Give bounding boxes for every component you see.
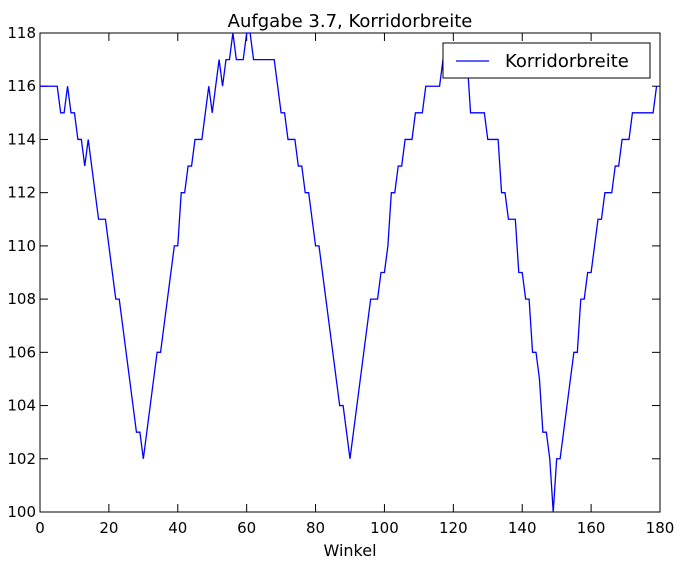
- series-line-korridorbreite: [40, 32, 658, 513]
- x-axis-label: Winkel: [323, 541, 376, 560]
- y-tick-label: 108: [7, 290, 36, 308]
- x-tick-label: 20: [99, 519, 118, 537]
- y-tick-label: 116: [7, 77, 36, 95]
- y-tick-label: 118: [7, 24, 36, 42]
- legend-label: Korridorbreite: [505, 51, 629, 72]
- series-layer: [40, 32, 658, 513]
- x-tick-label: 80: [306, 519, 325, 537]
- y-tick-label: 112: [7, 184, 36, 202]
- x-tick-label: 140: [508, 519, 537, 537]
- legend: Korridorbreite: [442, 42, 651, 79]
- x-tick-label: 180: [646, 519, 675, 537]
- x-tick-label: 60: [237, 519, 256, 537]
- y-tick-label: 110: [7, 237, 36, 255]
- axis-ticks: 0 20 40 60 80 100 120 140 160 180 100 102 104 106 108 1…: [7, 24, 674, 537]
- x-tick-label: 160: [577, 519, 606, 537]
- plot-area: [39, 32, 661, 513]
- x-tick-label: 100: [370, 519, 399, 537]
- y-tick-label: 102: [7, 450, 36, 468]
- x-tick-label: 40: [168, 519, 187, 537]
- chart-title: Aufgabe 3.7, Korridorbreite: [228, 11, 473, 32]
- y-tick-label: 106: [7, 343, 36, 361]
- y-tick-label: 114: [7, 130, 36, 148]
- x-tick-label: 120: [439, 519, 468, 537]
- y-tick-label: 104: [7, 397, 36, 415]
- y-tick-label: 100: [7, 503, 36, 521]
- x-tick-label: 0: [35, 519, 45, 537]
